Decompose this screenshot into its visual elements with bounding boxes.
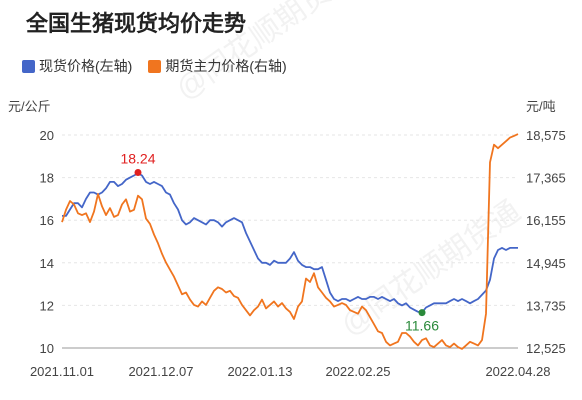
x-tick-label: 2022.01.13 (227, 364, 292, 379)
legend-swatch-futures (148, 59, 162, 73)
right-tick-label: 12,525 (526, 341, 566, 356)
legend-label-spot: 现货价格(左轴) (39, 58, 133, 74)
right-tick-label: 18,575 (526, 128, 566, 143)
right-tick-label: 14,945 (526, 256, 566, 271)
x-tick-label: 2021.11.01 (30, 364, 94, 379)
right-axis-unit: 元/吨 (526, 99, 556, 114)
left-tick-label: 14 (40, 256, 54, 271)
page-title: 全国生猪现货均价走势 (26, 12, 247, 37)
legend-item-futures[interactable]: 期货主力价格(右轴) (148, 56, 287, 76)
left-tick-label: 12 (40, 298, 54, 313)
chart-grid (62, 134, 518, 349)
min-point-label: 11.66 (405, 318, 439, 334)
max-point-label: 18.24 (120, 150, 155, 166)
left-tick-label: 10 (40, 341, 54, 356)
futures-price-line (61, 133, 519, 350)
left-tick-label: 16 (40, 213, 54, 228)
chart-labels: 10 12,525 12 13,735 14 14,945 16 16,155 18 17,365… (8, 99, 566, 379)
x-tick-label: 2022.02.25 (325, 364, 390, 379)
legend-item-spot[interactable]: 现货价格(左轴) (22, 56, 132, 76)
min-point-marker (418, 309, 426, 317)
right-tick-label: 17,365 (526, 171, 566, 186)
x-tick-label: 2021.12.07 (128, 364, 193, 379)
right-tick-label: 16,155 (526, 213, 566, 228)
left-tick-label: 18 (40, 171, 54, 186)
legend-label-futures: 期货主力价格(右轴) (165, 58, 287, 74)
spot-price-line (62, 172, 518, 314)
left-axis-unit: 元/公斤 (8, 99, 51, 114)
max-point-marker (134, 168, 142, 176)
x-tick-label: 2022.04.28 (485, 364, 550, 379)
chart-legend: 现货价格(左轴) 期货主力价格(右轴) (22, 56, 303, 76)
right-tick-label: 13,735 (526, 298, 566, 313)
left-tick-label: 20 (40, 128, 54, 143)
legend-swatch-spot (22, 59, 35, 73)
